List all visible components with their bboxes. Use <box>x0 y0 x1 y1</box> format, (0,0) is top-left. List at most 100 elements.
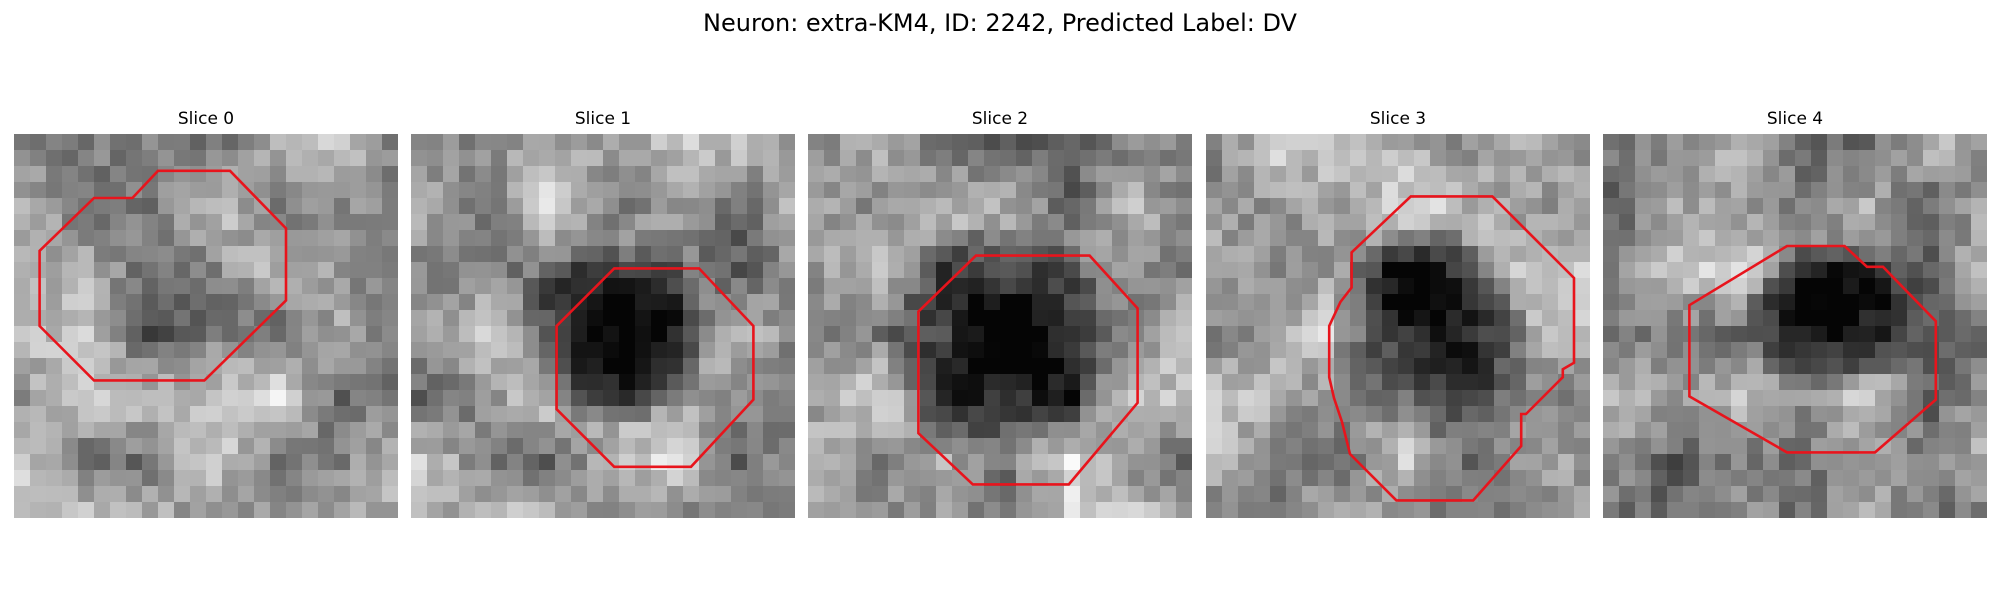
pixel-cell <box>1048 486 1065 503</box>
pixel-cell <box>1270 390 1287 407</box>
pixel-cell <box>1238 470 1255 487</box>
pixel-cell <box>46 294 63 311</box>
slice-2-title: Slice 2 <box>971 109 1029 129</box>
pixel-cell <box>1144 214 1161 231</box>
pixel-cell <box>1699 214 1716 231</box>
pixel-cell <box>1683 294 1700 311</box>
pixel-cell <box>459 182 476 199</box>
pixel-cell <box>715 310 732 327</box>
pixel-cell <box>840 134 857 151</box>
pixel-cell <box>126 134 143 151</box>
pixel-cell <box>1206 342 1223 359</box>
pixel-cell <box>1843 134 1860 151</box>
pixel-cell <box>715 438 732 455</box>
pixel-cell <box>1875 470 1892 487</box>
pixel-cell <box>952 150 969 167</box>
pixel-cell <box>1699 374 1716 391</box>
pixel-cell <box>1382 374 1399 391</box>
pixel-cell <box>539 422 556 439</box>
pixel-cell <box>651 230 668 247</box>
pixel-cell <box>1923 470 1940 487</box>
pixel-cell <box>1715 166 1732 183</box>
pixel-cell <box>1286 342 1303 359</box>
pixel-cell <box>46 134 63 151</box>
pixel-cell <box>1923 150 1940 167</box>
pixel-cell <box>1016 214 1033 231</box>
pixel-cell <box>1811 326 1828 343</box>
pixel-cell <box>1763 262 1780 279</box>
slice-2-image <box>808 134 1192 518</box>
pixel-cell <box>936 262 953 279</box>
pixel-cell <box>635 214 652 231</box>
pixel-cell <box>1398 438 1415 455</box>
pixel-cell <box>1715 342 1732 359</box>
pixel-cell <box>1318 150 1335 167</box>
pixel-cell <box>619 198 636 215</box>
pixel-cell <box>523 422 540 439</box>
pixel-cell <box>1080 134 1097 151</box>
pixel-cell <box>94 342 111 359</box>
pixel-cell <box>507 486 524 503</box>
pixel-cell <box>94 166 111 183</box>
pixel-cell <box>1827 166 1844 183</box>
pixel-cell <box>14 422 31 439</box>
pixel-cell <box>1462 246 1479 263</box>
pixel-cell <box>1254 166 1271 183</box>
pixel-cell <box>1651 358 1668 375</box>
pixel-cell <box>587 486 604 503</box>
pixel-cell <box>1334 182 1351 199</box>
pixel-cell <box>715 342 732 359</box>
pixel-cell <box>1430 374 1447 391</box>
pixel-cell <box>1494 134 1511 151</box>
pixel-cell <box>254 502 271 518</box>
pixel-cell <box>635 294 652 311</box>
pixel-cell <box>443 230 460 247</box>
pixel-cell <box>94 262 111 279</box>
pixel-cell <box>1238 182 1255 199</box>
pixel-cell <box>779 438 795 455</box>
pixel-cell <box>46 358 63 375</box>
pixel-cell <box>1286 438 1303 455</box>
pixel-cell <box>318 454 335 471</box>
pixel-cell <box>1462 454 1479 471</box>
pixel-cell <box>382 310 398 327</box>
pixel-cell <box>824 182 841 199</box>
pixel-cell <box>350 246 367 263</box>
pixel-cell <box>1398 134 1415 151</box>
pixel-cell <box>46 438 63 455</box>
pixel-cell <box>238 166 255 183</box>
pixel-cell <box>190 166 207 183</box>
pixel-cell <box>1080 230 1097 247</box>
pixel-cell <box>699 406 716 423</box>
pixel-cell <box>110 374 127 391</box>
pixel-cell <box>222 454 239 471</box>
pixel-cell <box>1414 166 1431 183</box>
pixel-cell <box>1160 230 1177 247</box>
pixel-cell <box>1270 326 1287 343</box>
pixel-cell <box>952 390 969 407</box>
pixel-cell <box>1731 502 1748 518</box>
pixel-cell <box>190 262 207 279</box>
pixel-cell <box>1366 294 1383 311</box>
pixel-cell <box>459 294 476 311</box>
pixel-cell <box>555 470 572 487</box>
pixel-cell <box>1302 262 1319 279</box>
pixel-cell <box>222 470 239 487</box>
pixel-cell <box>411 150 428 167</box>
pixel-cell <box>1939 246 1956 263</box>
pixel-cell <box>1731 182 1748 199</box>
pixel-cell <box>1128 134 1145 151</box>
pixel-cell <box>1603 470 1620 487</box>
pixel-cell <box>1939 166 1956 183</box>
pixel-cell <box>1875 390 1892 407</box>
pixel-cell <box>1891 150 1908 167</box>
pixel-cell <box>1286 454 1303 471</box>
pixel-cell <box>1635 198 1652 215</box>
pixel-cell <box>1542 150 1559 167</box>
pixel-cell <box>1446 390 1463 407</box>
pixel-cell <box>1382 150 1399 167</box>
pixel-cell <box>1080 326 1097 343</box>
pixel-cell <box>1971 134 1987 151</box>
pixel-cell <box>1382 278 1399 295</box>
pixel-cell <box>1112 262 1129 279</box>
